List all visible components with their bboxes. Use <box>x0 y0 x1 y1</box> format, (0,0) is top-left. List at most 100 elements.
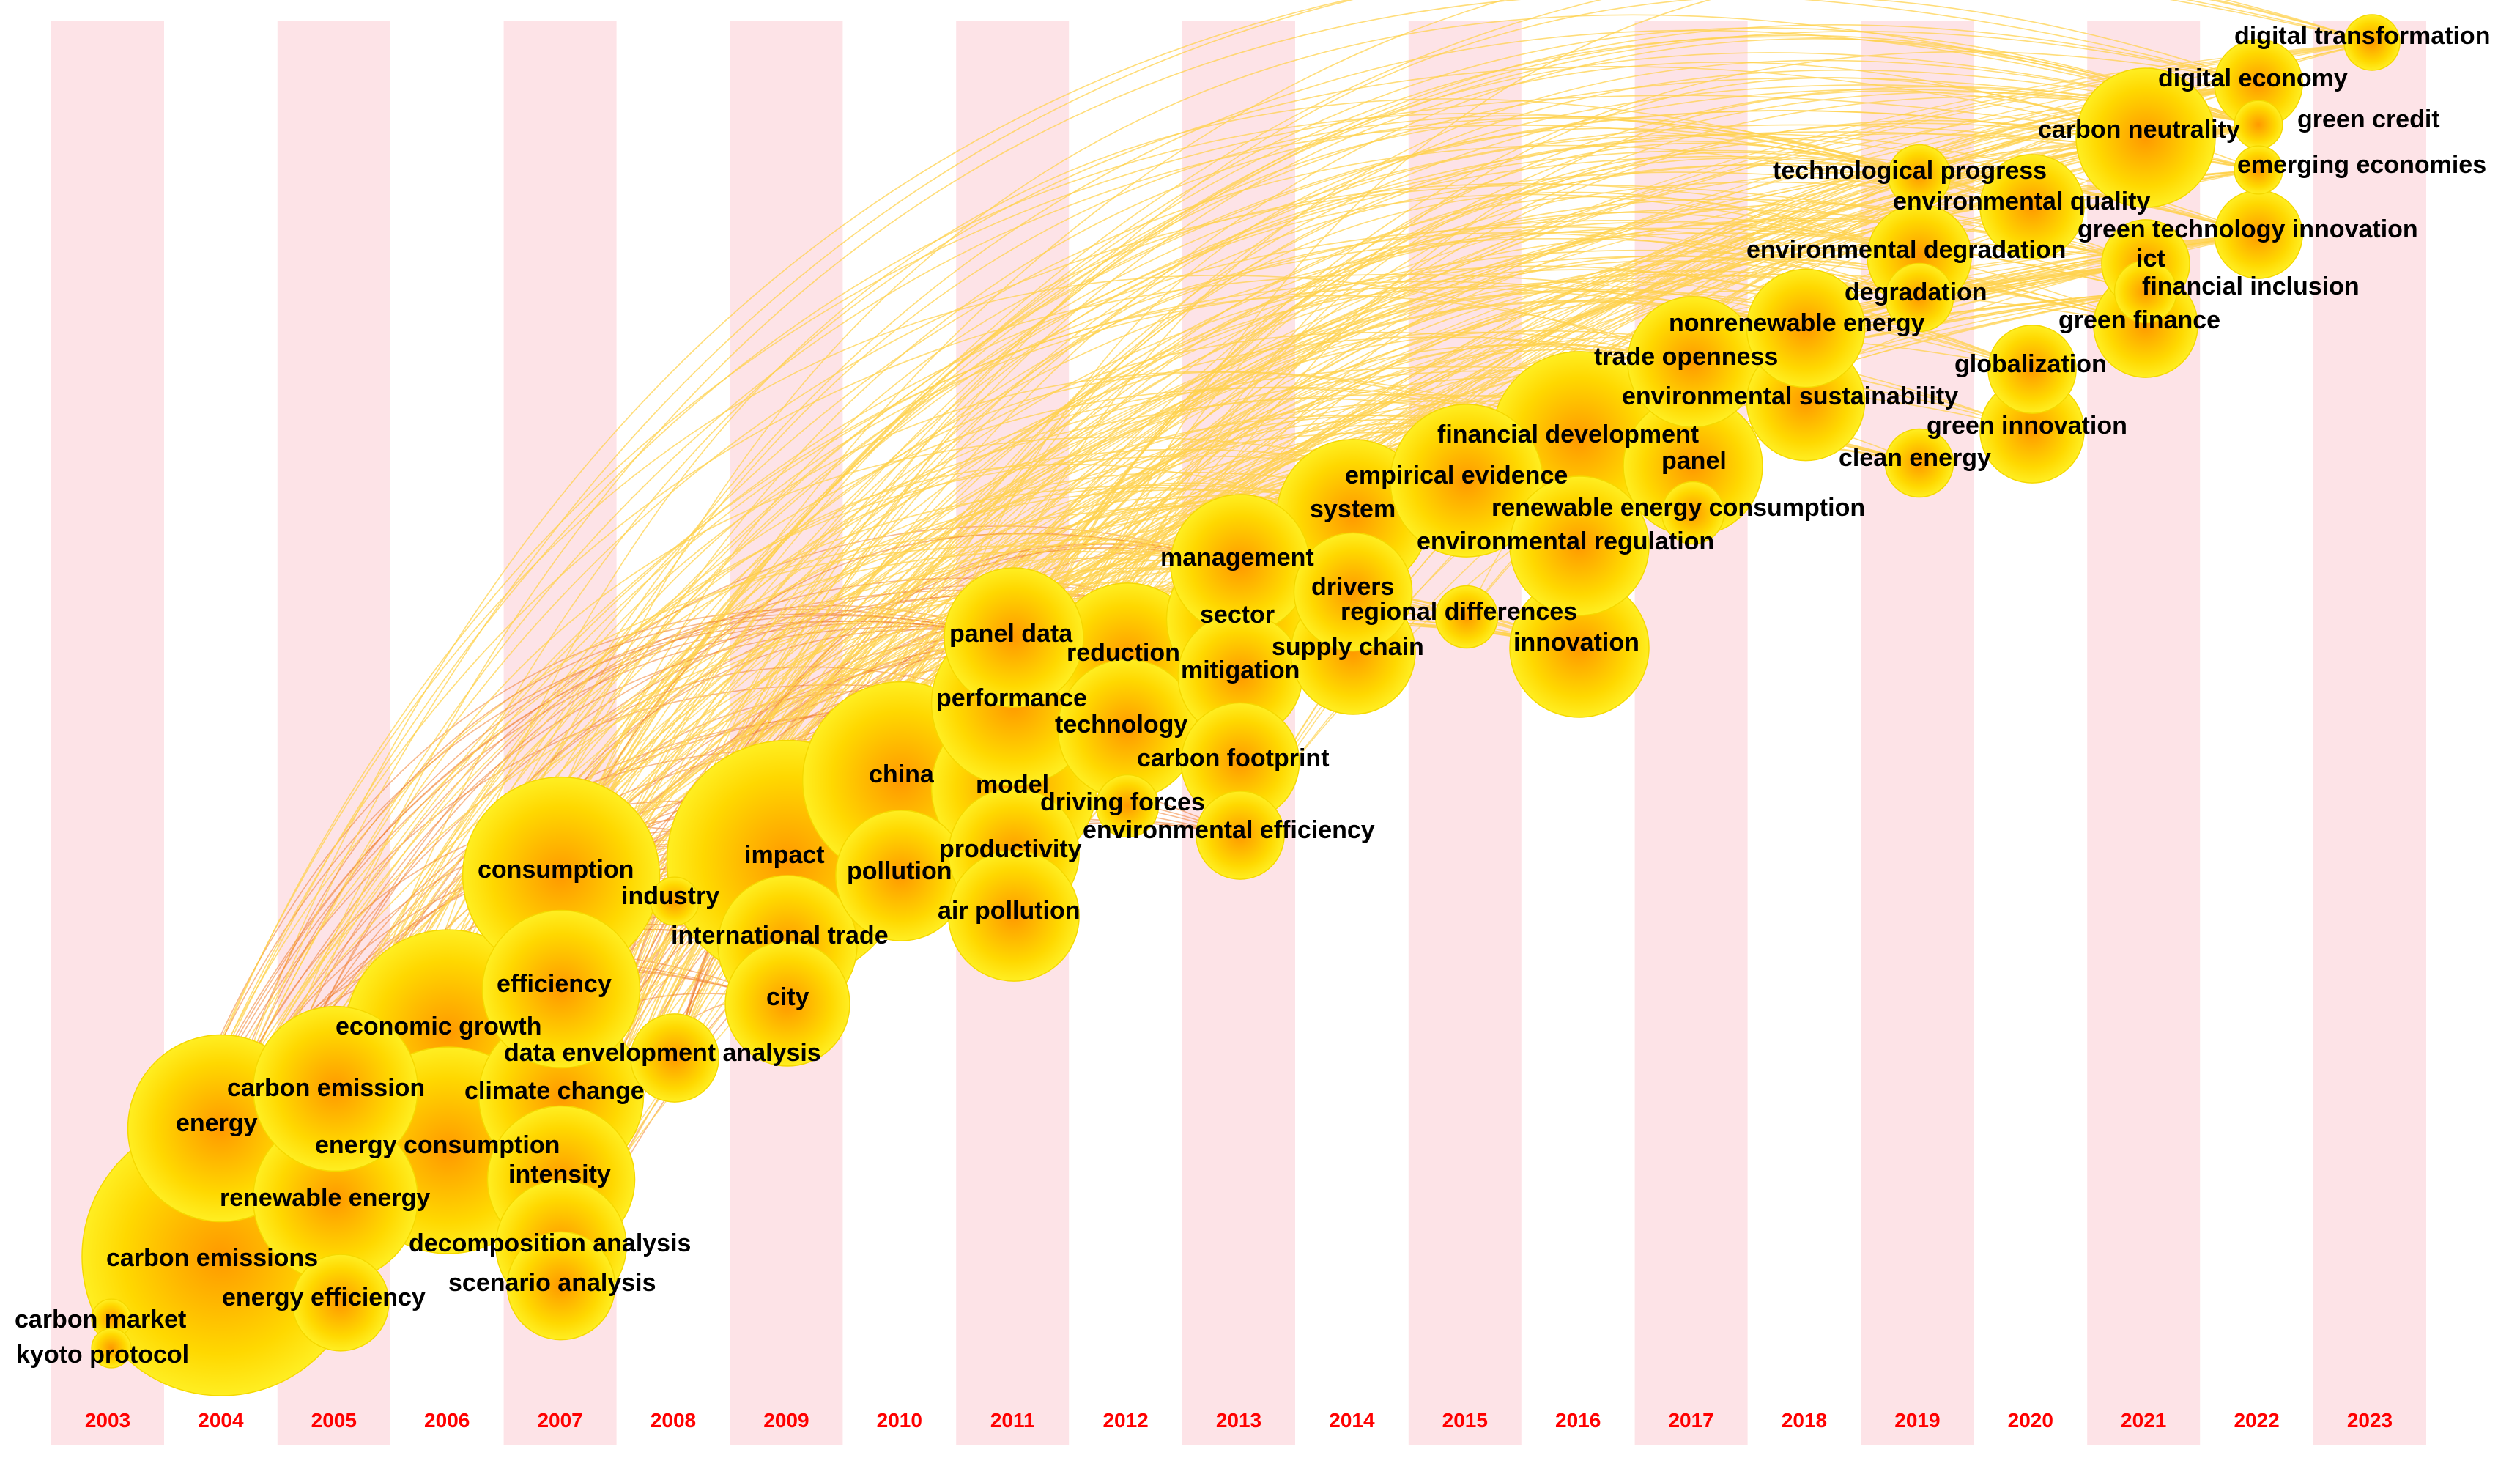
label-energy-efficiency: energy efficiency <box>222 1284 426 1311</box>
label-renewable-energy-consumption: renewable energy consumption <box>1491 494 1865 522</box>
link-curve <box>220 227 2146 1257</box>
label-data-envelopment-analysis: data envelopment analysis <box>504 1039 821 1067</box>
year-label-2019: 2019 <box>1894 1409 1940 1432</box>
label-carbon-emission: carbon emission <box>227 1074 425 1102</box>
link-curve <box>1013 273 1920 638</box>
label-decomposition-analysis: decomposition analysis <box>409 1229 691 1257</box>
link-curve <box>220 184 2146 1129</box>
year-label-2010: 2010 <box>877 1409 922 1432</box>
label-impact: impact <box>744 841 825 869</box>
node-empirical-evidence <box>1390 404 1544 558</box>
link-curve <box>220 0 2373 1129</box>
year-label-2015: 2015 <box>1442 1409 1488 1432</box>
label-air-pollution: air pollution <box>938 897 1081 925</box>
label-degradation: degradation <box>1845 278 1987 306</box>
year-label-2017: 2017 <box>1668 1409 1713 1432</box>
label-green-technology-innovation: green technology innovation <box>2078 215 2418 243</box>
node-industry <box>650 876 700 926</box>
link-curve <box>1013 344 1694 704</box>
label-digital-transformation: digital transformation <box>2234 22 2490 50</box>
link-curve <box>448 36 2259 1034</box>
year-label-2018: 2018 <box>1782 1409 1827 1432</box>
label-system: system <box>1310 495 1396 523</box>
label-industry: industry <box>621 882 719 910</box>
label-trade-openness: trade openness <box>1594 343 1778 371</box>
label-financial-development: financial development <box>1437 421 1699 448</box>
year-band-2023 <box>2313 21 2426 1445</box>
node-carbon-neutrality <box>2075 67 2216 208</box>
label-performance: performance <box>936 684 1087 712</box>
label-globalization: globalization <box>1954 350 2107 378</box>
year-label-2008: 2008 <box>651 1409 696 1432</box>
year-label-2005: 2005 <box>311 1409 357 1432</box>
node-driving-forces <box>1095 774 1160 838</box>
link-curve <box>1013 0 2373 788</box>
label-environmental-sustainability: environmental sustainability <box>1622 382 1958 410</box>
link-curve <box>560 124 2259 876</box>
label-ict: ict <box>2136 245 2165 273</box>
node-data-envelopment-analysis <box>630 1013 719 1103</box>
link-curve <box>560 336 1694 990</box>
year-label-2011: 2011 <box>990 1409 1035 1432</box>
year-axis: 2003 2004 2005 2006 2007 2008 2009 2010 2011 2012… <box>85 1409 2393 1432</box>
node-energy-efficiency <box>292 1254 390 1352</box>
label-environmental-degradation: environmental degradation <box>1746 236 2066 264</box>
label-green-finance: green finance <box>2058 306 2220 334</box>
label-carbon-emissions: carbon emissions <box>106 1244 318 1272</box>
year-band-2017 <box>1634 21 1748 1445</box>
node-emerging-economies <box>2234 145 2283 195</box>
label-environmental-regulation: environmental regulation <box>1417 528 1714 555</box>
node-environmental-efficiency <box>1196 791 1285 880</box>
link-curve <box>220 613 1015 1129</box>
node-environmental-regulation <box>1509 475 1650 616</box>
link-curve <box>448 131 2259 1034</box>
year-label-2014: 2014 <box>1329 1409 1375 1432</box>
link-curve <box>560 27 2259 876</box>
link-curve <box>1013 181 2033 704</box>
label-pollution: pollution <box>847 857 952 885</box>
label-kyoto-protocol: kyoto protocol <box>16 1341 189 1369</box>
label-green-credit: green credit <box>2297 106 2440 133</box>
label-supply-chain: supply chain <box>1272 633 1424 661</box>
year-label-2023: 2023 <box>2347 1409 2393 1432</box>
label-regional-differences: regional differences <box>1341 598 1577 626</box>
year-label-2004: 2004 <box>198 1409 244 1432</box>
link-curve <box>448 149 2259 1151</box>
year-label-2003: 2003 <box>85 1409 130 1432</box>
link-curve <box>900 127 1920 781</box>
node-carbon-emission <box>252 1005 419 1172</box>
link-curve <box>220 0 2259 1257</box>
label-china: china <box>869 761 935 788</box>
link-curve <box>448 14 2259 1151</box>
link-curve <box>335 155 2259 1089</box>
node-panel-data <box>944 567 1084 708</box>
link-curve <box>448 117 2033 1034</box>
node-regional-differences <box>1434 585 1499 649</box>
link-curve <box>111 112 1920 1320</box>
label-clean-energy: clean energy <box>1839 444 1991 472</box>
label-technology: technology <box>1055 711 1187 739</box>
year-label-2006: 2006 <box>424 1409 470 1432</box>
label-renewable-energy: renewable energy <box>220 1184 430 1212</box>
label-international-trade: international trade <box>671 922 889 950</box>
label-model: model <box>976 771 1049 799</box>
year-label-2020: 2020 <box>2008 1409 2053 1432</box>
node-scenario-analysis <box>506 1231 616 1341</box>
label-green-innovation: green innovation <box>1927 412 2127 440</box>
year-label-2022: 2022 <box>2234 1409 2279 1432</box>
label-digital-economy: digital economy <box>2158 64 2348 92</box>
label-driving-forces: driving forces <box>1040 788 1205 816</box>
link-curve <box>220 0 2373 1129</box>
link-curve <box>220 615 1015 1129</box>
node-financial-inclusion <box>2113 259 2178 324</box>
node-globalization <box>1987 325 2077 414</box>
node-digital-transformation <box>2343 14 2401 71</box>
year-label-2021: 2021 <box>2121 1409 2166 1432</box>
label-consumption: consumption <box>478 856 634 884</box>
label-city: city <box>766 983 809 1011</box>
link-curve <box>560 0 2373 876</box>
label-financial-inclusion: financial inclusion <box>2142 273 2360 300</box>
label-carbon-neutrality: carbon neutrality <box>2038 116 2240 144</box>
label-innovation: innovation <box>1513 629 1639 656</box>
